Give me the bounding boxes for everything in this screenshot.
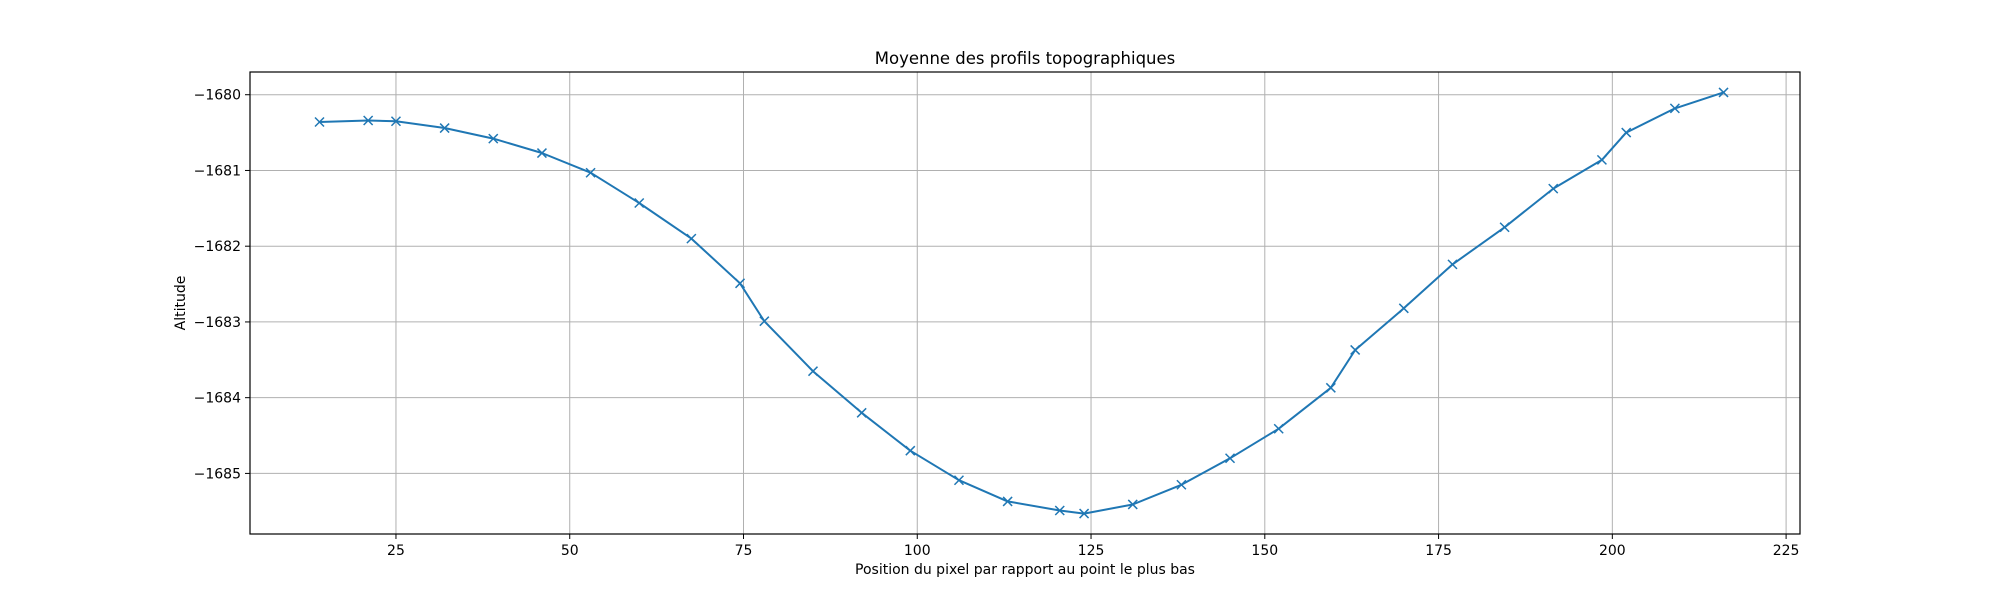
y-tick-label: −1680 [194,88,241,104]
chart-title: Moyenne des profils topographiques [875,49,1176,68]
series-line [319,91,1724,515]
data-point [1499,222,1510,233]
data-point [390,116,401,127]
x-tick-label: 125 [1078,543,1105,559]
x-axis-label: Position du pixel par rapport au point l… [855,562,1195,578]
series-layer [314,87,1729,519]
data-point [759,316,770,327]
y-tick-label: −1681 [194,163,241,179]
data-point [1176,479,1187,490]
data-point [585,167,596,178]
data-point [686,233,697,244]
x-tick-label: 175 [1425,543,1452,559]
data-point [807,366,819,377]
ticks: 25 50 75 100 125 150 175 200 225 −1685 −1684 −1683 −… [194,88,1800,559]
y-tick-label: −1683 [194,315,241,331]
x-tick-label: 25 [387,543,405,559]
y-tick-label: −1684 [194,391,241,407]
data-point [1548,183,1559,194]
data-point [314,116,325,128]
data-point [488,133,499,144]
data-point [1669,103,1680,114]
x-tick-label: 75 [735,543,753,559]
data-point [363,115,374,126]
data-point [1447,259,1458,270]
data-point [1079,508,1090,519]
x-tick-label: 100 [904,543,931,559]
data-point [1225,453,1236,464]
data-point [905,445,916,456]
data-point [856,407,867,418]
x-tick-label: 200 [1599,543,1626,559]
data-point [1621,127,1632,138]
y-axis-label: Altitude [173,276,189,331]
data-point [1350,344,1361,355]
data-point [1002,496,1013,507]
data-point [1718,87,1729,98]
data-point [634,197,645,209]
x-tick-label: 150 [1251,543,1278,559]
data-point [734,278,746,289]
plot-area [249,71,1801,535]
data-point [439,123,450,134]
data-point [1596,154,1607,165]
x-tick-label: 50 [561,543,579,559]
data-point [1398,303,1409,314]
grid [250,72,1800,534]
data-point [1054,505,1065,516]
data-point [953,475,964,486]
data-point [536,148,547,159]
data-point [1325,382,1336,393]
data-point [1127,499,1138,510]
data-point [1273,423,1284,434]
y-tick-label: −1682 [194,239,241,255]
y-tick-label: −1685 [194,466,241,482]
x-tick-label: 225 [1773,543,1800,559]
